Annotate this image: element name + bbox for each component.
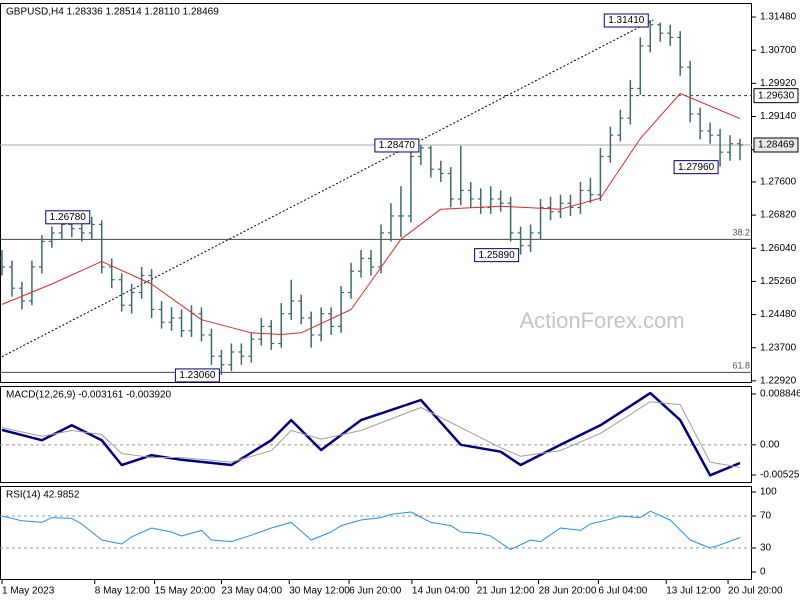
- y-tick-label: 30: [760, 543, 772, 554]
- callout-box: [673, 160, 719, 175]
- x-tick-label: 13 Jul 12:00: [666, 586, 721, 597]
- y-tick-label: 1.24480: [760, 309, 797, 320]
- callout-box: [474, 248, 520, 263]
- panel-frame: [0, 386, 752, 483]
- y-tick-label: 1.30700: [760, 45, 797, 56]
- y-tick-label: 1.26040: [760, 243, 797, 254]
- y-tick-label: 1.29920: [760, 78, 797, 89]
- trend-line: [1, 19, 654, 358]
- callout-label: 1.31410: [608, 15, 645, 26]
- callout-label: 1.28470: [379, 140, 416, 151]
- callout-box: [174, 368, 220, 383]
- x-tick-label: 8 May 12:00: [95, 586, 150, 597]
- fib-label: 61.8: [732, 361, 750, 371]
- x-tick-label: 20 Jul 20:00: [728, 586, 783, 597]
- fib-label: 38.2: [732, 228, 750, 238]
- x-tick-label: 23 May 04:00: [221, 586, 282, 597]
- panel-title: RSI(14) 42.9852: [6, 490, 80, 501]
- watermark: ActionForex.com: [519, 308, 684, 333]
- y-tick-label: 100: [760, 487, 777, 498]
- x-tick-label: 1 May 2023: [2, 586, 55, 597]
- y-tick-label: 0.00: [760, 439, 780, 450]
- y-tick-label: 1.29140: [760, 111, 797, 122]
- y-tick-label: 1.31480: [760, 12, 797, 23]
- level-label: 1.29630: [758, 90, 795, 101]
- callout-label: 1.23060: [179, 370, 216, 381]
- x-tick-label: 14 Jun 04:00: [412, 586, 470, 597]
- y-tick-label: 0.008846: [760, 389, 800, 400]
- callout-label: 1.25890: [479, 250, 516, 261]
- level-label: 1.28469: [758, 140, 795, 151]
- panel-frame: [0, 3, 752, 383]
- callout-box: [45, 210, 91, 225]
- y-tick-label: 1.25260: [760, 276, 797, 287]
- panel-frame: [0, 486, 752, 580]
- y-tick-label: 1.22920: [760, 376, 797, 387]
- callout-box: [374, 138, 420, 153]
- x-tick-label: 28 Jun 20:00: [539, 586, 597, 597]
- indicator-line: [1, 510, 741, 551]
- y-tick-label: 70: [760, 511, 772, 522]
- callout-box: [603, 13, 649, 28]
- y-tick-label: 1.27600: [760, 177, 797, 188]
- x-tick-label: 6 Jul 04:00: [598, 586, 647, 597]
- level-box: [753, 88, 799, 104]
- callout-label: 1.27960: [678, 162, 715, 173]
- y-tick-label: 0: [760, 567, 766, 578]
- y-tick-label: 1.26820: [760, 210, 797, 221]
- callout-label: 1.26780: [50, 212, 87, 223]
- moving-average: [1, 93, 741, 335]
- panel-title: GBPUSD,H4 1.28336 1.28514 1.28110 1.2846…: [6, 7, 219, 18]
- x-tick-label: 15 May 20:00: [155, 586, 216, 597]
- x-tick-label: 30 May 12:00: [289, 586, 350, 597]
- x-tick-label: 6 Jun 20:00: [349, 586, 402, 597]
- y-tick-label: 1.23700: [760, 342, 797, 353]
- indicator-line: [1, 401, 741, 468]
- indicator-line: [1, 391, 741, 477]
- panel-title: MACD(12,26,9) -0.003161 -0.003920: [6, 390, 172, 401]
- x-tick-label: 21 Jun 12:00: [477, 586, 535, 597]
- level-box: [753, 137, 799, 153]
- y-tick-label: -0.005252: [760, 470, 800, 481]
